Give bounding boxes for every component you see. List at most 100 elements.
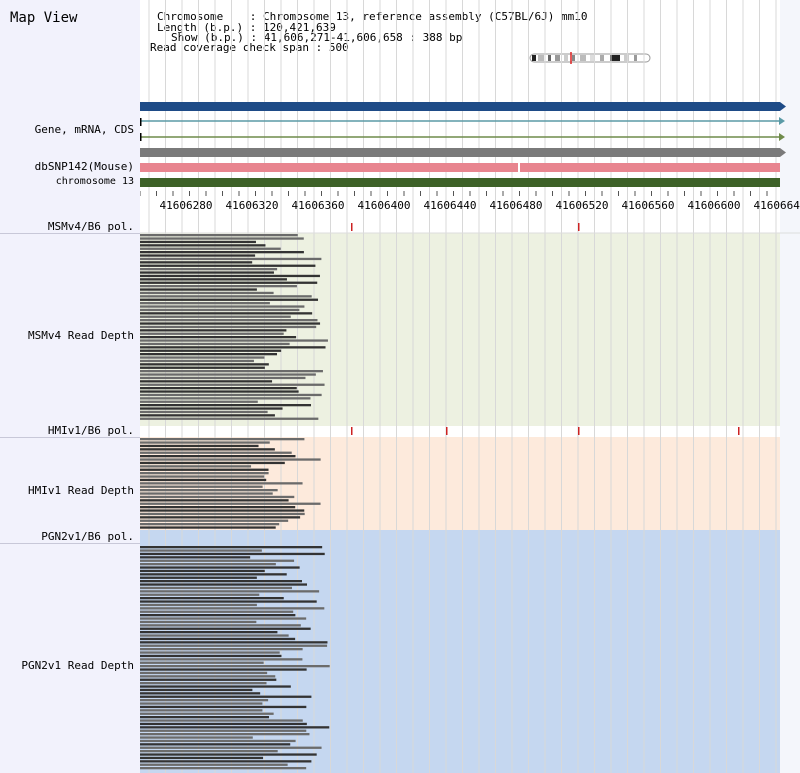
read[interactable]: [140, 244, 266, 247]
pgn-reads[interactable]: [140, 546, 330, 770]
read[interactable]: [140, 393, 322, 397]
read[interactable]: [140, 637, 296, 641]
read[interactable]: [140, 671, 268, 675]
read[interactable]: [140, 349, 282, 352]
chromosome-ideogram[interactable]: [528, 52, 652, 64]
read[interactable]: [140, 495, 295, 499]
read[interactable]: [140, 746, 322, 749]
dbsnp-marker[interactable]: [518, 163, 520, 172]
read[interactable]: [140, 370, 323, 373]
read[interactable]: [140, 644, 328, 647]
read[interactable]: [140, 410, 268, 414]
read[interactable]: [140, 631, 278, 634]
read[interactable]: [140, 648, 303, 651]
read[interactable]: [140, 342, 290, 346]
read[interactable]: [140, 305, 305, 308]
read[interactable]: [140, 264, 316, 267]
hmi-reads[interactable]: [140, 438, 321, 529]
read[interactable]: [140, 278, 287, 281]
read[interactable]: [140, 346, 326, 349]
read[interactable]: [140, 593, 260, 596]
read[interactable]: [140, 549, 262, 552]
read[interactable]: [140, 322, 321, 325]
read[interactable]: [140, 482, 303, 485]
read[interactable]: [140, 516, 301, 519]
read[interactable]: [140, 610, 294, 613]
read[interactable]: [140, 366, 265, 369]
read[interactable]: [140, 586, 292, 590]
read[interactable]: [140, 729, 307, 732]
read[interactable]: [140, 407, 283, 410]
read[interactable]: [140, 726, 330, 729]
read[interactable]: [140, 499, 289, 502]
read[interactable]: [140, 458, 321, 461]
read[interactable]: [140, 380, 273, 383]
msm-pol-markers[interactable]: [351, 223, 580, 231]
read[interactable]: [140, 546, 323, 549]
read[interactable]: [140, 237, 304, 240]
snp-marker[interactable]: [351, 427, 353, 435]
read[interactable]: [140, 461, 285, 465]
read[interactable]: [140, 506, 296, 509]
read[interactable]: [140, 489, 278, 492]
read[interactable]: [140, 665, 330, 668]
read[interactable]: [140, 719, 303, 722]
read[interactable]: [140, 736, 253, 739]
read[interactable]: [140, 234, 298, 237]
hmi-pol-markers[interactable]: [351, 427, 740, 435]
read[interactable]: [140, 325, 317, 329]
read[interactable]: [140, 383, 325, 386]
read[interactable]: [140, 722, 307, 726]
read[interactable]: [140, 658, 303, 661]
read[interactable]: [140, 257, 322, 261]
read[interactable]: [140, 688, 253, 692]
read[interactable]: [140, 356, 265, 359]
track-plot-area[interactable]: 41606280 41606320 41606360 41606400 41606440…: [140, 0, 800, 773]
read[interactable]: [140, 339, 328, 342]
read[interactable]: [140, 678, 277, 681]
read[interactable]: [140, 675, 276, 678]
read[interactable]: [140, 763, 288, 766]
read[interactable]: [140, 397, 311, 400]
read[interactable]: [140, 373, 316, 376]
read[interactable]: [140, 404, 312, 407]
read[interactable]: [140, 492, 273, 495]
read[interactable]: [140, 760, 312, 763]
read[interactable]: [140, 743, 291, 746]
read[interactable]: [140, 387, 297, 390]
read[interactable]: [140, 298, 319, 301]
snp-marker[interactable]: [351, 223, 353, 231]
read[interactable]: [140, 472, 269, 475]
read[interactable]: [140, 523, 280, 526]
read[interactable]: [140, 336, 297, 339]
read[interactable]: [140, 552, 325, 556]
read[interactable]: [140, 359, 254, 363]
read[interactable]: [140, 288, 257, 291]
read[interactable]: [140, 573, 287, 576]
read[interactable]: [140, 455, 296, 458]
read[interactable]: [140, 709, 263, 712]
read[interactable]: [140, 285, 297, 288]
read[interactable]: [140, 597, 284, 600]
read[interactable]: [140, 315, 291, 318]
read[interactable]: [140, 485, 263, 488]
read[interactable]: [140, 583, 307, 586]
read[interactable]: [140, 695, 312, 698]
read[interactable]: [140, 475, 265, 478]
read[interactable]: [140, 603, 257, 607]
read[interactable]: [140, 624, 301, 627]
read[interactable]: [140, 308, 300, 312]
read[interactable]: [140, 756, 264, 760]
read[interactable]: [140, 590, 320, 593]
read[interactable]: [140, 682, 267, 685]
snp-marker[interactable]: [446, 427, 448, 435]
snp-marker[interactable]: [578, 223, 580, 231]
read[interactable]: [140, 705, 307, 709]
read[interactable]: [140, 661, 264, 664]
read[interactable]: [140, 274, 320, 278]
read[interactable]: [140, 438, 305, 441]
read[interactable]: [140, 617, 307, 620]
read[interactable]: [140, 654, 282, 658]
read[interactable]: [140, 716, 270, 719]
read[interactable]: [140, 502, 321, 505]
